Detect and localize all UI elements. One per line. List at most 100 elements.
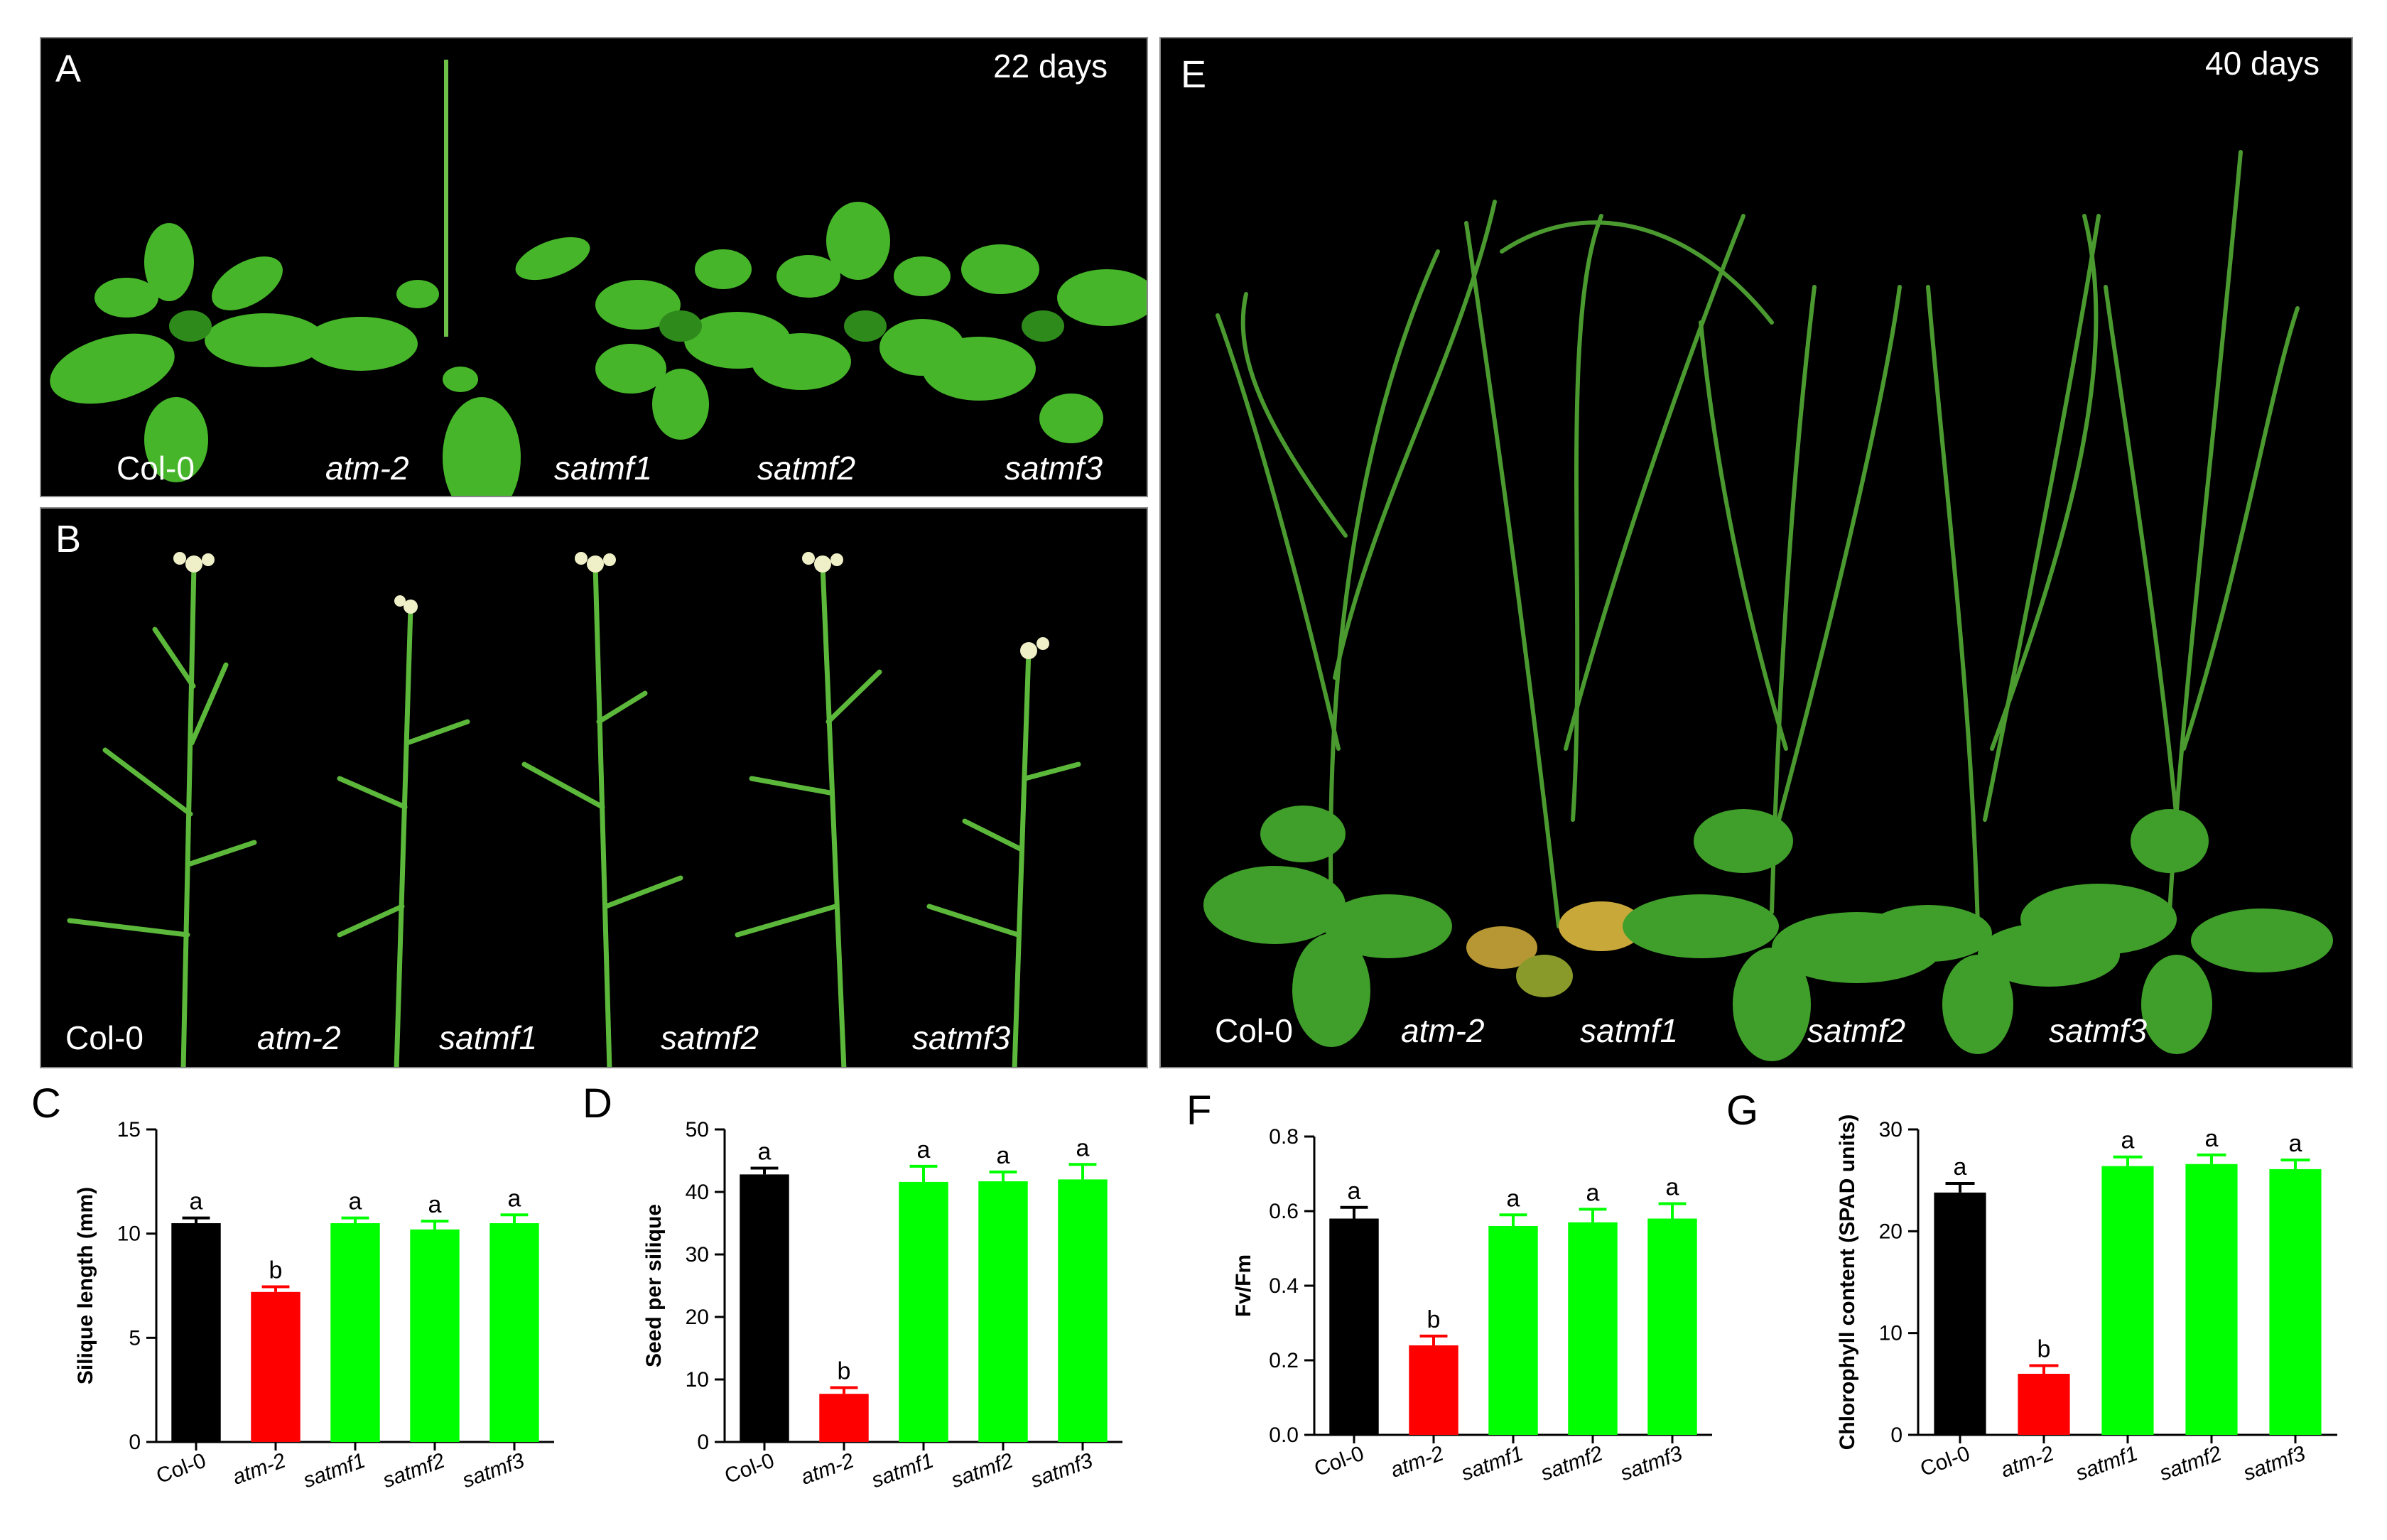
significance-letter: a [1954,1154,1967,1181]
plant-label-atm2-a: atm-2 [325,450,409,487]
bar-chart-seed-per-silique: 0 10 20 30 40 50 Seed per silique a Col-0 b atm-2 a… [642,1118,1122,1493]
plant-label-satmf1-e: satmf1 [1580,1012,1679,1049]
bar-satmf1 [2101,1166,2154,1435]
x-tick-label: satmf1 [301,1449,369,1493]
significance-letter: a [1586,1179,1600,1206]
plant-label-satmf3-b: satmf3 [912,1019,1011,1056]
x-tick-label: Col-0 [1311,1442,1368,1482]
photo-panel-a: A 22 days Col-0 atm-2 satmf1 satmf2 satm… [40,37,1148,497]
significance-letter: b [269,1257,283,1284]
y-axis-label: Fv/Fm [1232,1254,1255,1317]
y-tick-label: 0.2 [1269,1349,1299,1372]
plant-label-satmf2-b: satmf2 [661,1019,759,1056]
inflorescence-illustration [67,552,1081,1067]
x-tick-label: satmf2 [948,1448,1017,1492]
bar-atm-2 [251,1291,301,1442]
bar-satmf1 [899,1181,948,1442]
y-tick-label: 10 [1879,1322,1902,1345]
x-tick-label: satmf2 [1538,1441,1606,1485]
significance-letter: a [2121,1127,2135,1154]
plant-label-col0-e: Col-0 [1215,1012,1293,1049]
bar-col-0 [740,1174,789,1442]
bar-satmf2 [2185,1164,2238,1435]
plant-label-satmf3-e: satmf3 [2049,1012,2148,1049]
x-tick-label: satmf1 [1458,1442,1527,1486]
plant-label-col0-a: Col-0 [117,450,195,487]
significance-letter: a [2289,1130,2302,1157]
significance-letter: a [508,1185,521,1212]
significance-letter: b [1427,1306,1441,1333]
plant-label-satmf1-b: satmf1 [439,1019,538,1056]
significance-letter: a [428,1191,442,1218]
bar-satmf3 [1058,1179,1108,1442]
chart-letter-f: F [1186,1088,1212,1134]
significance-letter: a [1666,1174,1679,1201]
x-tick-label: atm-2 [1998,1441,2057,1482]
days-label-e: 40 days [2205,45,2320,82]
y-tick-label: 20 [1879,1220,1902,1243]
bar-col-0 [1934,1192,1986,1435]
plant-label-satmf2-e: satmf2 [1807,1012,1906,1049]
bar-chart-fv-fm: 0.0 0.2 0.4 0.6 0.8 Fv/Fm a Col-0 b atm-2 a satmf1 a… [1232,1125,1712,1486]
significance-letter: a [1507,1185,1520,1212]
y-tick-label: 5 [129,1326,141,1350]
y-tick-label: 0 [129,1431,141,1454]
bar-atm-2 [2018,1374,2070,1435]
significance-letter: a [190,1188,203,1215]
mature-plants-illustration [1203,150,2333,1061]
bar-atm-2 [1409,1345,1458,1435]
significance-letter: b [2037,1336,2051,1363]
significance-letter: a [1348,1178,1361,1205]
bar-satmf2 [1568,1222,1618,1435]
y-tick-label: 10 [117,1222,141,1246]
bar-satmf2 [410,1229,460,1442]
bar-col-0 [171,1223,221,1442]
significance-letter: a [1076,1134,1090,1161]
plant-label-col0-b: Col-0 [65,1019,144,1056]
x-tick-label: atm-2 [229,1448,289,1489]
y-tick-label: 0.0 [1269,1424,1299,1447]
panel-letter-b: B [55,518,82,560]
bar-satmf1 [330,1223,380,1442]
significance-letter: a [2205,1125,2219,1152]
plant-label-atm2-b: atm-2 [257,1019,341,1056]
y-tick-label: 30 [686,1243,709,1267]
x-tick-label: satmf3 [1028,1448,1096,1492]
bar-satmf3 [2269,1168,2322,1435]
plant-label-satmf3-a: satmf3 [1005,450,1103,487]
significance-letter: a [997,1142,1010,1169]
bar-atm-2 [819,1394,869,1442]
y-tick-label: 50 [686,1118,709,1142]
y-tick-label: 40 [686,1181,709,1204]
significance-letter: a [917,1137,931,1164]
y-axis-label: Chlorophyll content (SPAD units) [1836,1115,1859,1450]
plant-label-atm2-e: atm-2 [1401,1012,1485,1049]
x-tick-label: satmf1 [2073,1442,2141,1486]
y-tick-label: 30 [1879,1118,1902,1142]
chart-letter-d: D [583,1080,612,1127]
x-tick-label: satmf3 [1618,1441,1686,1485]
days-label-a: 22 days [993,48,1108,85]
y-tick-label: 0 [697,1431,709,1454]
plant-label-satmf2-a: satmf2 [757,450,856,487]
bar-satmf2 [978,1181,1028,1442]
chart-letter-c: C [31,1080,61,1127]
x-tick-label: atm-2 [1387,1441,1447,1482]
bar-col-0 [1329,1218,1379,1435]
bar-chart-chlorophyll: 0 10 20 30 Chlorophyll content (SPAD units) a… [1836,1115,2337,1486]
bar-satmf1 [1488,1226,1538,1435]
significance-letter: b [838,1357,851,1384]
panel-letter-e: E [1181,53,1207,96]
bar-chart-silique-length: 0 5 10 15 Silique length (mm) a Col-0 b atm-2 a sa… [74,1118,554,1493]
significance-letter: a [349,1188,362,1215]
plant-label-satmf1-a: satmf1 [554,450,653,487]
y-axis-label: Silique length (mm) [74,1187,97,1384]
rosette-plants-illustration [50,60,1147,496]
x-tick-label: Col-0 [722,1449,778,1489]
photo-panel-b: B Col-0 atm-2 satmf1 satmf2 satmf3 [40,507,1148,1068]
x-tick-label: Col-0 [153,1449,210,1489]
photo-panel-e: E 40 days Col-0 atm-2 satmf1 satmf2 satm… [1159,37,2353,1068]
x-tick-label: satmf1 [869,1449,937,1493]
bar-satmf3 [489,1223,539,1442]
y-tick-label: 10 [686,1368,709,1392]
